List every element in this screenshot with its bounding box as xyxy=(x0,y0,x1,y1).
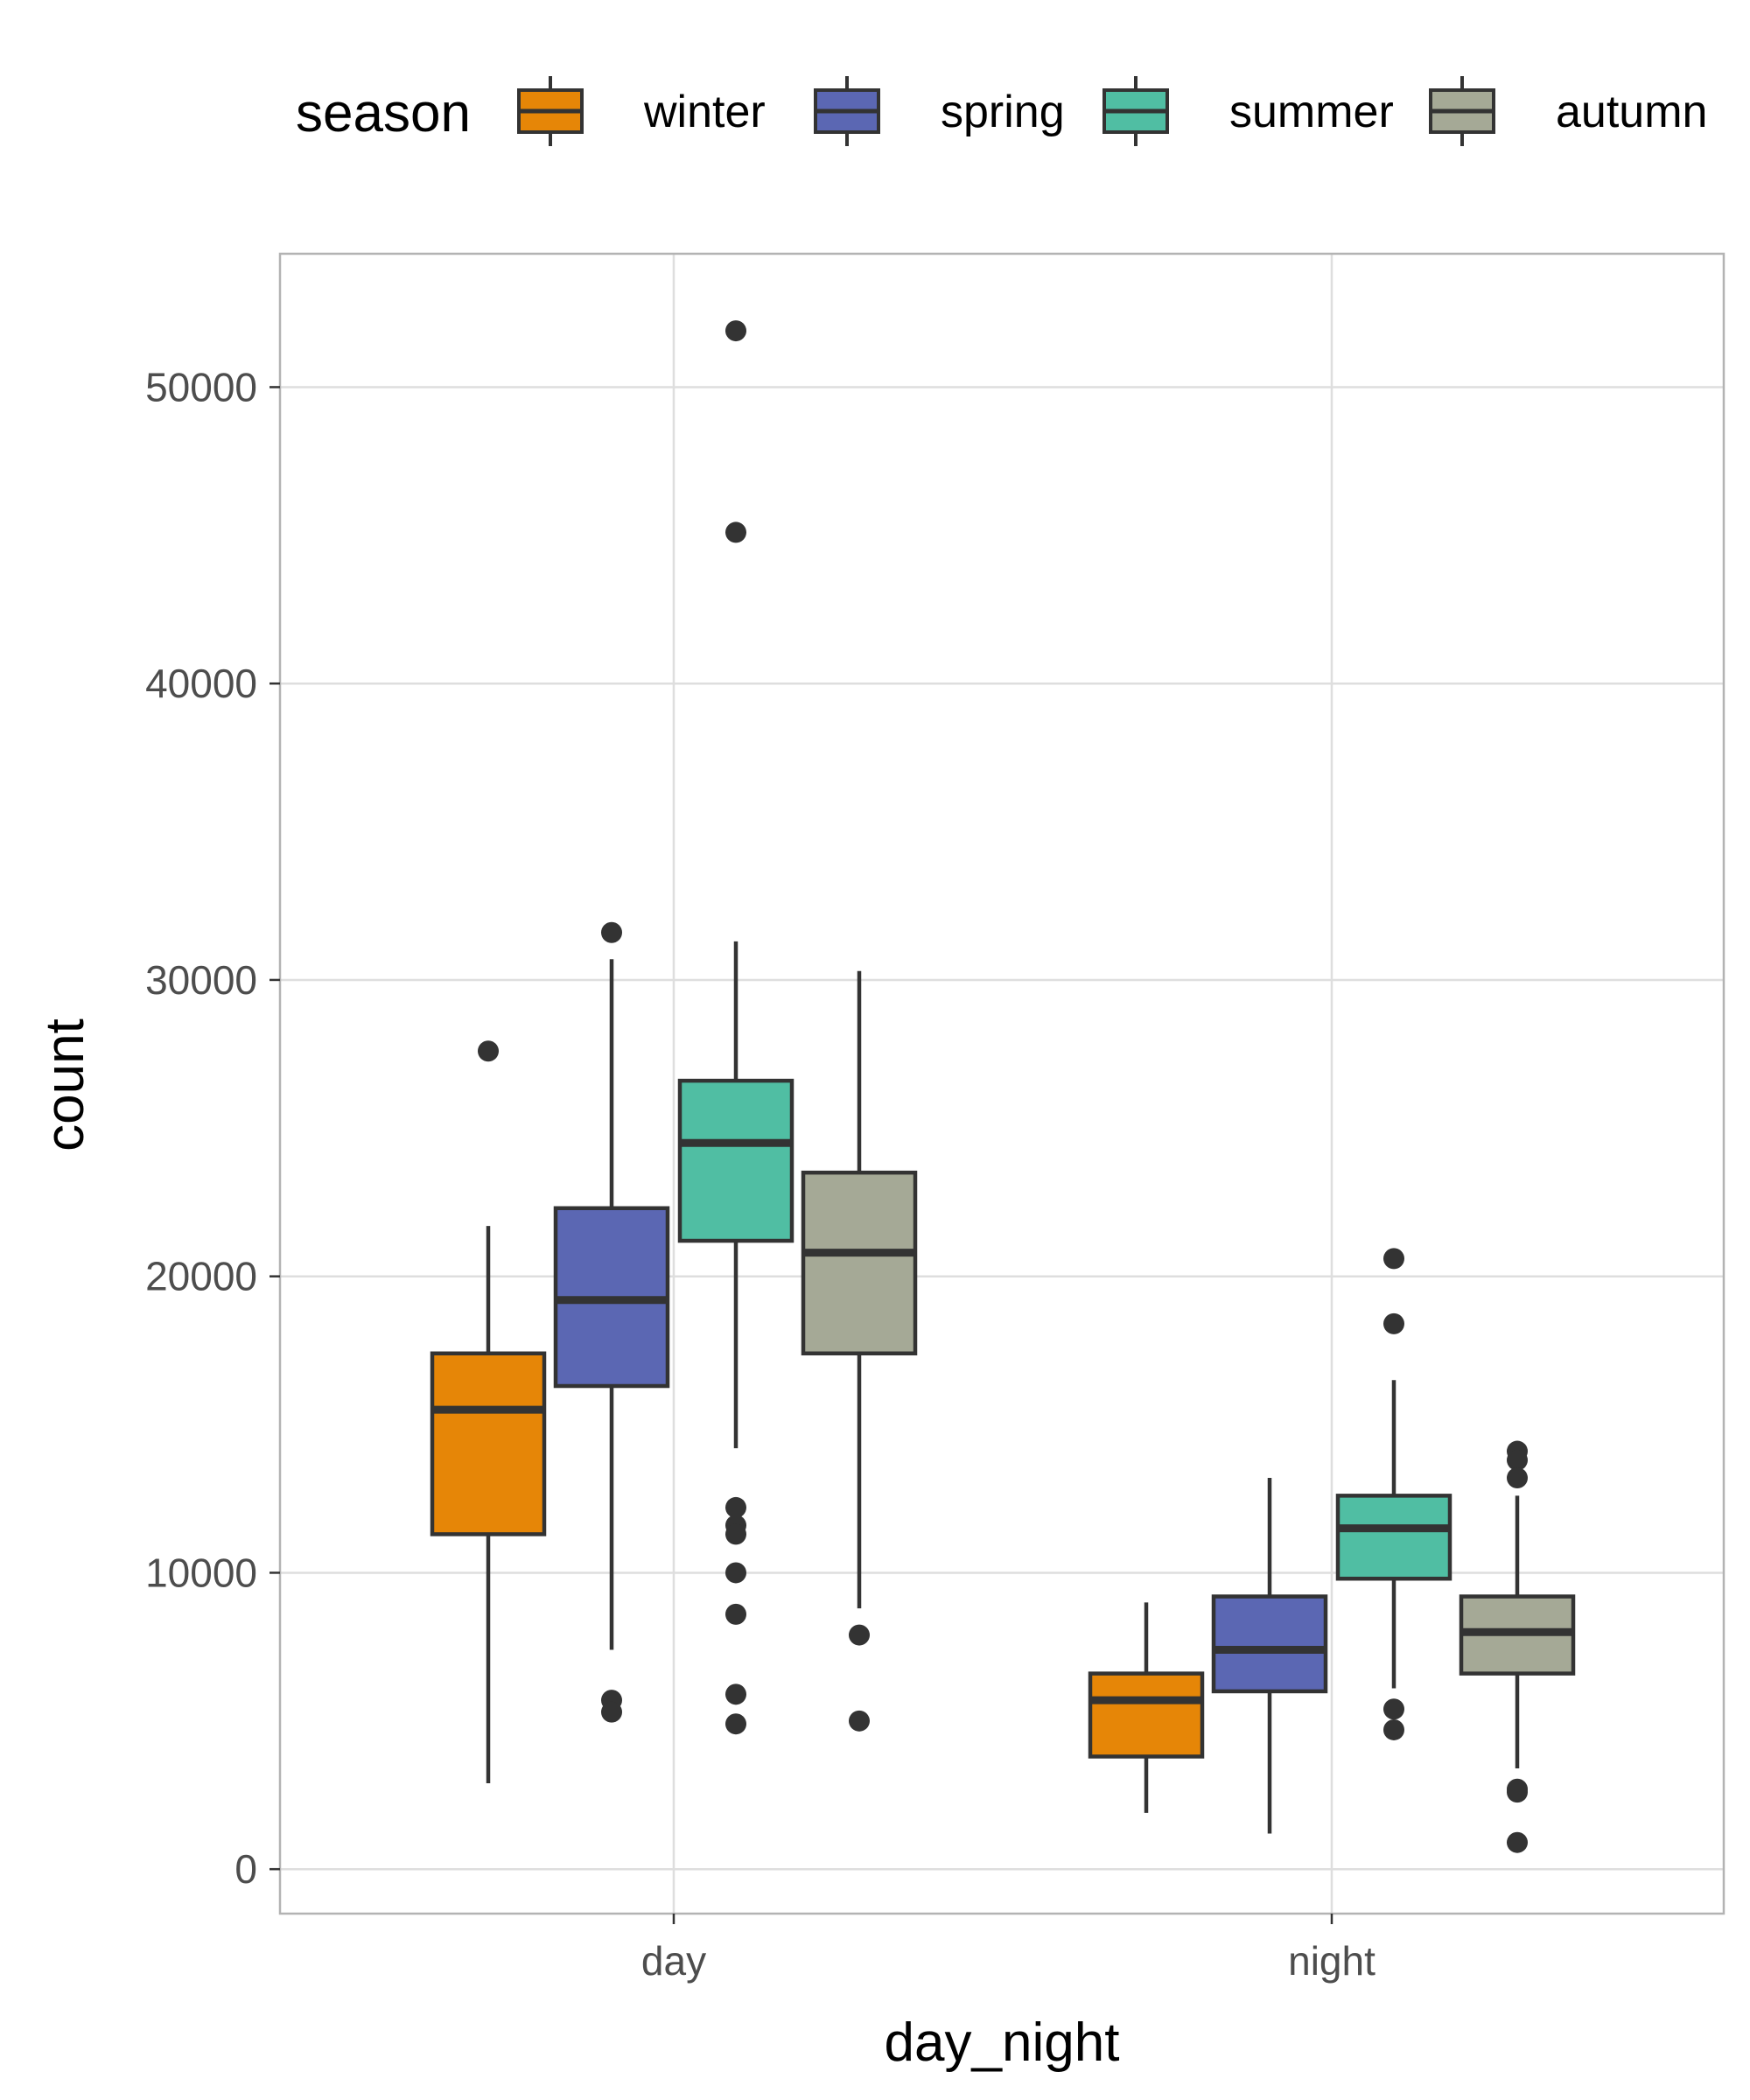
outlier-point xyxy=(1383,1698,1404,1720)
outlier-point xyxy=(1383,1312,1404,1334)
outlier-point xyxy=(725,1562,746,1584)
legend-item-summer: summer xyxy=(1102,76,1394,146)
legend: season winter spring summer autumn xyxy=(296,76,1707,146)
legend-item-autumn: autumn xyxy=(1429,76,1707,146)
outlier-point xyxy=(1507,1782,1528,1803)
outlier-point xyxy=(601,921,622,943)
legend-label: spring xyxy=(941,87,1065,137)
box-summer-day xyxy=(677,320,794,1735)
outlier-point xyxy=(849,1624,870,1646)
y-tick-label: 50000 xyxy=(145,364,257,410)
outlier-point xyxy=(725,1603,746,1625)
iqr-box xyxy=(677,1078,794,1243)
iqr-box xyxy=(801,1170,918,1356)
legend-label: winter xyxy=(643,87,766,137)
outlier-point xyxy=(601,1701,622,1723)
outlier-point xyxy=(725,1523,746,1545)
iqr-box xyxy=(1335,1494,1452,1581)
legend-item-spring: spring xyxy=(814,76,1065,146)
box-spring-day xyxy=(553,921,670,1723)
grid-lines xyxy=(280,254,1724,1914)
outlier-point xyxy=(725,522,746,543)
outlier-point xyxy=(1507,1831,1528,1853)
iqr-box xyxy=(430,1351,547,1536)
plot-panel-border xyxy=(278,252,1726,1915)
y-tick-label: 30000 xyxy=(145,957,257,1003)
outlier-point xyxy=(725,1684,746,1705)
outlier-point xyxy=(725,1713,746,1735)
outlier-point xyxy=(1507,1449,1528,1471)
outlier-point xyxy=(725,320,746,342)
box-winter-day xyxy=(430,1040,547,1783)
axis-layer: 0 10000 20000 30000 40000 50000 day night xyxy=(145,364,1376,1984)
outlier-point xyxy=(849,1710,870,1732)
x-tick-label: night xyxy=(1288,1938,1376,1984)
y-tick-label: 10000 xyxy=(145,1550,257,1595)
outlier-point xyxy=(1383,1248,1404,1270)
box-winter-night xyxy=(1088,1602,1205,1813)
legend-label: summer xyxy=(1229,87,1394,137)
y-axis-title: count xyxy=(35,1018,95,1152)
legend-label: autumn xyxy=(1556,87,1707,137)
box-autumn-night xyxy=(1459,1440,1576,1853)
legend-item-winter: winter xyxy=(517,76,766,146)
x-axis-title: day_night xyxy=(885,2012,1120,2073)
outlier-point xyxy=(725,1496,746,1518)
outlier-point xyxy=(478,1040,499,1062)
y-tick-label: 40000 xyxy=(145,661,257,706)
iqr-box xyxy=(1088,1671,1205,1759)
box-spring-night xyxy=(1211,1478,1328,1834)
iqr-box xyxy=(1211,1594,1328,1694)
box-layer xyxy=(430,320,1576,1853)
y-tick-label: 20000 xyxy=(145,1254,257,1299)
box-autumn-day xyxy=(801,970,918,1732)
outlier-point xyxy=(1383,1718,1404,1740)
legend-title: season xyxy=(296,83,471,144)
y-tick-label: 0 xyxy=(234,1846,257,1892)
x-tick-label: day xyxy=(641,1938,706,1984)
box-summer-night xyxy=(1335,1248,1452,1740)
outlier-point xyxy=(1507,1467,1528,1489)
